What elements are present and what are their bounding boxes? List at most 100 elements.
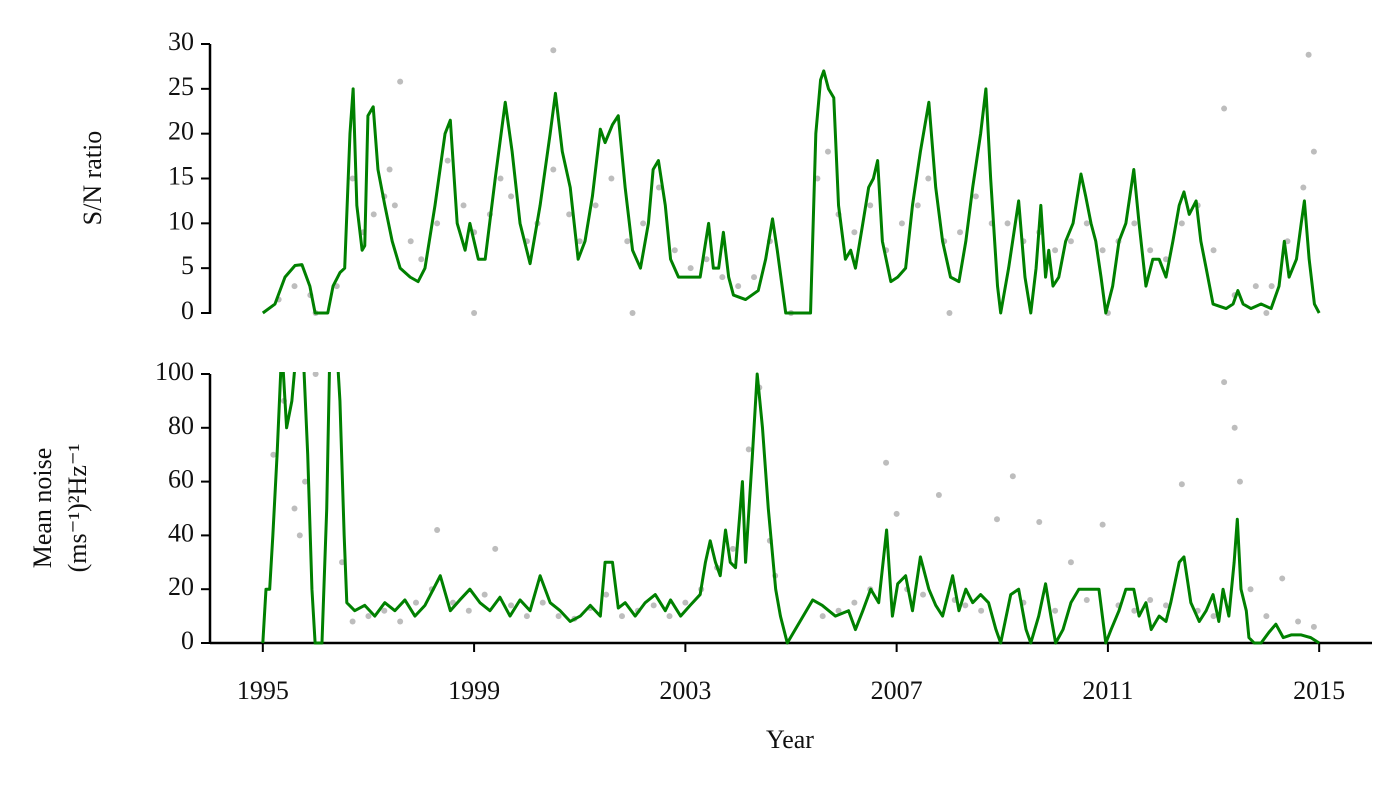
y-tick-label: 10 [168,206,194,235]
data-point [412,599,419,606]
data-point [508,602,515,609]
y-tick-label: 15 [168,161,194,190]
data-point [434,527,441,534]
data-point [640,220,647,227]
data-point [719,274,726,281]
data-point [819,613,826,620]
y-tick-label: 20 [168,572,194,601]
y-tick-label: 0 [181,296,194,325]
data-point [349,175,356,182]
data-point [1052,607,1059,614]
data-point [925,175,932,182]
data-point [492,545,499,552]
data-point [1210,247,1217,254]
data-point [935,492,942,499]
x-tick-label: 2015 [1293,676,1345,705]
data-point [1083,220,1090,227]
data-point [893,510,900,517]
y-tick-label: 30 [168,27,194,56]
data-point [1295,618,1302,625]
data-point [434,220,441,227]
data-point [481,591,488,598]
data-point [1036,518,1043,525]
x-tick-label: 2003 [659,676,711,705]
data-point [576,238,583,245]
data-point [444,157,451,164]
data-point [1247,586,1254,593]
data-point [1099,247,1106,254]
y-tick-label: 60 [168,465,194,494]
y-axis-label: S/N ratio [78,131,107,226]
data-point [962,602,969,609]
data-point [523,613,530,620]
data-point [993,516,1000,523]
data-point [1310,623,1317,630]
data-point [1236,478,1243,485]
data-point [671,247,678,254]
data-point [592,202,599,209]
data-point [1178,481,1185,488]
data-point [745,446,752,453]
data-point [624,238,631,245]
x-tick-label: 1995 [237,676,289,705]
data-point [1310,148,1317,155]
data-point [339,559,346,566]
x-axis-label: Year [766,725,814,754]
data-point [465,607,472,614]
data-point [397,78,404,85]
data-point [381,607,388,614]
data-point [1263,613,1270,620]
data-point [550,166,557,173]
data-point [1147,596,1154,603]
data-point [687,265,694,272]
data-point [1131,607,1138,614]
y-tick-label: 5 [181,251,194,280]
data-point [1083,596,1090,603]
data-point [291,283,298,290]
data-point [629,310,636,316]
data-line [261,372,1320,645]
data-point [729,545,736,552]
data-point [370,211,377,218]
data-point [365,613,372,620]
data-point [291,505,298,512]
data-point [1210,613,1217,620]
data-point [920,591,927,598]
data-point [914,202,921,209]
data-point [391,202,398,209]
x-tick-label: 2011 [1082,676,1133,705]
data-point [1252,283,1259,290]
data-point [824,148,831,155]
y-tick-label: 100 [155,357,194,386]
data-point [1009,473,1016,480]
data-point [603,591,610,598]
data-point [386,166,393,173]
data-point [851,229,858,236]
data-point [682,599,689,606]
y-tick-label: 80 [168,411,194,440]
data-point [751,274,758,281]
y-tick-label: 25 [168,72,194,101]
data-point [618,613,625,620]
data-point [666,613,673,620]
data-point [1067,238,1074,245]
y-tick-label: 0 [181,626,194,655]
data-point [978,607,985,614]
data-point [972,193,979,200]
data-point [1279,575,1286,582]
data-point [1004,220,1011,227]
plot-area [261,372,1320,645]
data-point [270,451,277,458]
data-point [349,618,356,625]
plot-area [261,47,1321,316]
y-tick-label: 40 [168,518,194,547]
data-point [898,220,905,227]
data-point [418,256,425,263]
data-point [1300,184,1307,191]
data-point [1067,559,1074,566]
data-point [1052,247,1059,254]
data-point [497,175,504,182]
data-point [1305,51,1312,58]
data-point [1163,602,1170,609]
data-point [608,175,615,182]
